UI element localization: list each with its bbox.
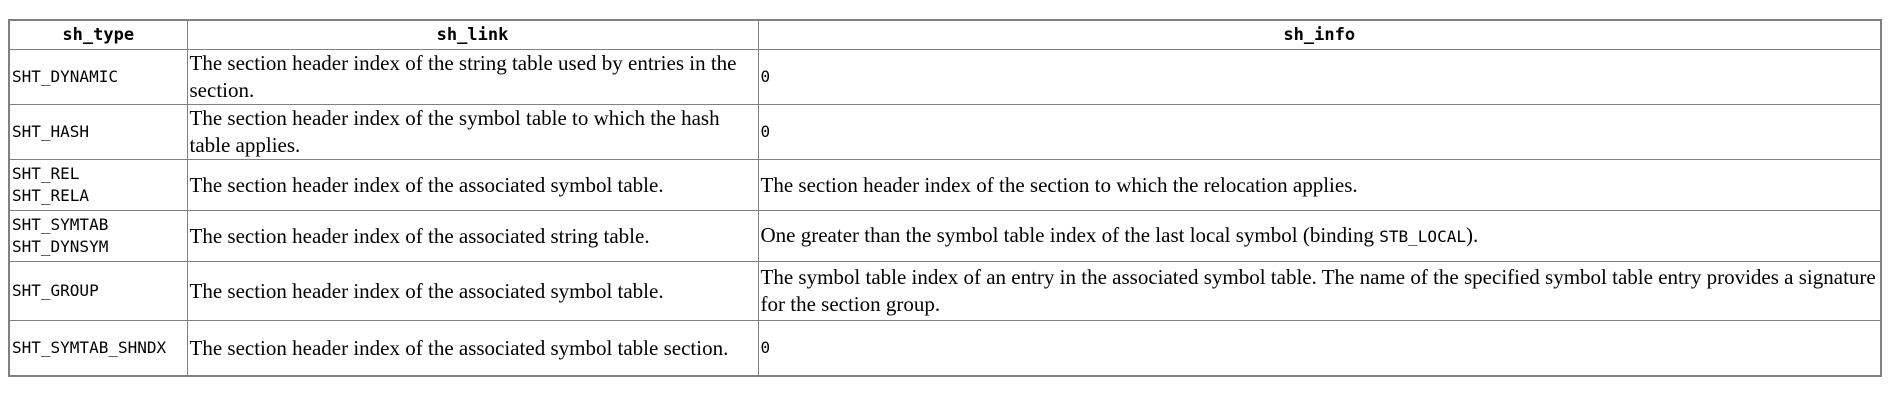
type-name: SHT_REL bbox=[12, 164, 80, 183]
link-cell: The section header index of the associat… bbox=[186, 320, 759, 377]
type-cell: SHT_REL SHT_RELA bbox=[8, 159, 188, 211]
binding-code: STB_LOCAL bbox=[1379, 227, 1466, 246]
table-row: SHT_HASH The section header index of the… bbox=[8, 104, 1882, 160]
type-cell: SHT_SYMTAB SHT_DYNSYM bbox=[8, 210, 188, 262]
type-cell: SHT_HASH bbox=[8, 104, 188, 160]
info-cell: One greater than the symbol table index … bbox=[757, 210, 1882, 262]
link-cell: The section header index of the associat… bbox=[186, 261, 759, 321]
table-row: SHT_DYNAMIC The section header index of … bbox=[8, 49, 1882, 105]
type-cell: SHT_DYNAMIC bbox=[8, 49, 188, 105]
type-cell: SHT_SYMTAB_SHNDX bbox=[8, 320, 188, 377]
header-sh-link: sh_link bbox=[186, 19, 759, 50]
table-header-row: sh_type sh_link sh_info bbox=[8, 19, 1882, 50]
type-name: SHT_HASH bbox=[12, 122, 90, 141]
info-cell: 0 bbox=[757, 49, 1882, 105]
table-row: SHT_SYMTAB_SHNDX The section header inde… bbox=[8, 320, 1882, 377]
link-cell: The section header index of the associat… bbox=[186, 210, 759, 262]
link-cell: The section header index of the string t… bbox=[186, 49, 759, 105]
type-cell: SHT_GROUP bbox=[8, 261, 188, 321]
type-name: SHT_SYMTAB bbox=[12, 215, 109, 234]
type-name: SHT_RELA bbox=[12, 186, 90, 205]
info-cell: 0 bbox=[757, 104, 1882, 160]
info-text-end: ). bbox=[1465, 223, 1479, 247]
link-cell: The section header index of the associat… bbox=[186, 159, 759, 211]
elf-section-link-info-table: sh_type sh_link sh_info SHT_DYNAMIC The … bbox=[8, 19, 1882, 377]
type-name: SHT_GROUP bbox=[12, 281, 99, 300]
info-text: One greater than the symbol table index … bbox=[760, 223, 1380, 247]
info-cell: The symbol table index of an entry in th… bbox=[757, 261, 1882, 321]
type-name: SHT_DYNAMIC bbox=[12, 67, 118, 86]
link-cell: The section header index of the symbol t… bbox=[186, 104, 759, 160]
info-cell: The section header index of the section … bbox=[757, 159, 1882, 211]
header-sh-type: sh_type bbox=[8, 19, 188, 50]
table-row: SHT_REL SHT_RELA The section header inde… bbox=[8, 159, 1882, 211]
table-row: SHT_SYMTAB SHT_DYNSYM The section header… bbox=[8, 210, 1882, 262]
table-row: SHT_GROUP The section header index of th… bbox=[8, 261, 1882, 321]
type-name: SHT_DYNSYM bbox=[12, 237, 109, 256]
info-cell: 0 bbox=[757, 320, 1882, 377]
header-sh-info: sh_info bbox=[757, 19, 1882, 50]
type-name: SHT_SYMTAB_SHNDX bbox=[12, 338, 167, 357]
